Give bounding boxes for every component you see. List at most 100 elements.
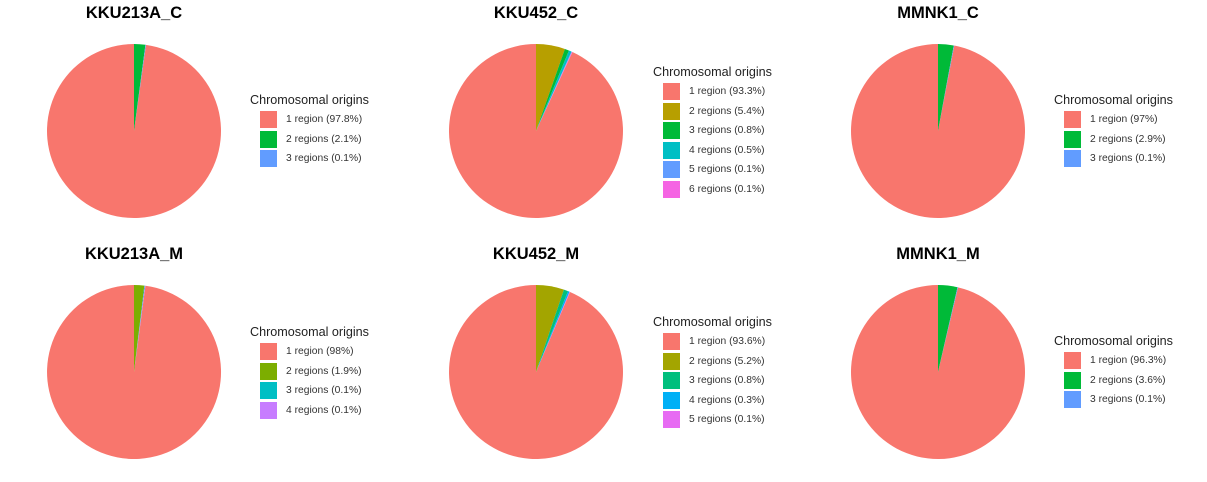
legend-swatch <box>260 401 277 419</box>
pie-panel: MMNK1_M Chromosomal origins 1 region (96.3… <box>804 241 1206 482</box>
legend-swatch <box>260 382 277 400</box>
legend-item: 1 region (98%) <box>260 342 369 362</box>
legend-item: 4 regions (0.3%) <box>663 391 772 411</box>
legend-item: 2 regions (1.9%) <box>260 362 369 382</box>
pie-panel: KKU452_M Chromosomal origins 1 region (93.… <box>402 241 804 482</box>
legend-item: 2 regions (5.2%) <box>663 352 772 372</box>
legend-swatch <box>663 141 680 159</box>
legend-label: 3 regions (0.8%) <box>689 375 765 387</box>
pie-slice-2 <box>938 44 954 131</box>
pie-slice-1 <box>448 43 623 218</box>
pie-slice-6 <box>536 51 573 131</box>
legend: Chromosomal origins 1 region (93.3%) 2 reg… <box>653 65 772 199</box>
legend-label: 4 regions (0.5%) <box>689 144 765 156</box>
legend-label: 6 regions (0.1%) <box>689 183 765 195</box>
legend-item: 5 regions (0.1%) <box>663 410 772 430</box>
pie-svg <box>448 43 623 218</box>
pie-slice-3 <box>536 289 569 372</box>
pie-svg <box>47 285 222 459</box>
legend: Chromosomal origins 1 region (96.3%) 2 reg… <box>1054 334 1173 410</box>
legend-label: 2 regions (1.9%) <box>286 365 362 377</box>
legend-item: 3 regions (0.1%) <box>1064 390 1173 410</box>
pie-slice-3 <box>134 44 146 132</box>
legend-title: Chromosomal origins <box>1054 334 1173 348</box>
legend-item: 3 regions (0.1%) <box>1064 149 1173 169</box>
legend-label: 4 regions (0.3%) <box>689 394 765 406</box>
legend-item: 2 regions (2.1%) <box>260 130 369 150</box>
legend-label: 3 regions (0.1%) <box>286 153 362 165</box>
legend-item: 3 regions (0.8%) <box>663 371 772 391</box>
legend-swatch <box>663 83 680 101</box>
pie-slice-5 <box>536 51 572 131</box>
legend-item: 1 region (97.8%) <box>260 110 369 130</box>
legend-swatch <box>663 391 680 409</box>
legend-swatch <box>1064 150 1081 168</box>
legend-item: 1 region (96.3%) <box>1064 351 1173 371</box>
pie-title: KKU213A_C <box>85 4 183 22</box>
legend-label: 5 regions (0.1%) <box>689 164 765 176</box>
legend-title: Chromosomal origins <box>250 325 369 339</box>
legend-item: 4 regions (0.5%) <box>663 141 772 161</box>
legend-item: 6 regions (0.1%) <box>663 180 772 200</box>
legend: Chromosomal origins 1 region (98%) 2 regio… <box>250 325 369 420</box>
legend-label: 1 region (93.3%) <box>689 86 766 98</box>
pie-slice-1 <box>851 44 1026 218</box>
legend: Chromosomal origins 1 region (97%) 2 regio… <box>1054 93 1173 169</box>
legend-title: Chromosomal origins <box>653 315 772 329</box>
legend-swatch <box>260 111 277 129</box>
legend-label: 1 region (96.3%) <box>1090 355 1167 367</box>
legend-swatch <box>663 333 680 351</box>
legend-label: 3 regions (0.8%) <box>689 125 765 137</box>
pie-slice-1 <box>449 285 624 459</box>
pie-slice-5 <box>536 291 571 372</box>
legend-label: 3 regions (0.1%) <box>1090 153 1166 165</box>
legend-swatch <box>260 150 277 168</box>
legend-label: 5 regions (0.1%) <box>689 414 765 426</box>
legend-item: 5 regions (0.1%) <box>663 160 772 180</box>
pie-svg <box>850 285 1025 459</box>
legend-swatch <box>1064 130 1081 148</box>
pie-title: KKU452_M <box>492 245 580 263</box>
legend-item: 4 regions (0.1%) <box>260 401 369 421</box>
legend-swatch <box>1064 352 1081 370</box>
pie-panel: MMNK1_C Chromosomal origins 1 region (97%)… <box>804 0 1206 241</box>
legend-title: Chromosomal origins <box>250 93 369 107</box>
pie-slice-2 <box>536 285 564 372</box>
pie-slice-3 <box>134 285 145 372</box>
pie-slice-1 <box>850 285 1025 459</box>
legend-swatch <box>260 130 277 148</box>
legend-label: 3 regions (0.1%) <box>286 385 362 397</box>
pie-slice-3 <box>536 48 569 131</box>
legend-title: Chromosomal origins <box>1054 93 1173 107</box>
legend-item: 3 regions (0.8%) <box>663 121 772 141</box>
legend-item: 2 regions (3.6%) <box>1064 371 1173 391</box>
pie-slice-2 <box>134 285 145 372</box>
legend-swatch <box>260 343 277 361</box>
legend-item: 2 regions (2.9%) <box>1064 130 1173 150</box>
legend-label: 2 regions (3.6%) <box>1090 374 1166 386</box>
legend-label: 2 regions (5.2%) <box>689 355 765 367</box>
pie-panel: KKU213A_C Chromosomal origins 1 region (97… <box>0 0 402 241</box>
legend-label: 1 region (97.8%) <box>286 114 363 126</box>
pie-title: MMNK1_C <box>897 4 979 22</box>
legend-label: 4 regions (0.1%) <box>286 404 362 416</box>
legend: Chromosomal origins 1 region (93.6%) 2 reg… <box>653 315 772 430</box>
pie-slice-1 <box>47 285 222 459</box>
legend-item: 1 region (97%) <box>1064 110 1173 130</box>
legend-label: 2 regions (5.4%) <box>689 105 765 117</box>
legend-swatch <box>1064 391 1081 409</box>
pie-slice-4 <box>134 285 146 372</box>
legend-swatch <box>663 372 680 390</box>
legend-swatch <box>663 352 680 370</box>
legend-label: 2 regions (2.9%) <box>1090 133 1166 145</box>
pie-slice-3 <box>938 45 955 131</box>
legend-label: 1 region (97%) <box>1090 114 1158 126</box>
pie-panel: KKU452_C Chromosomal origins 1 region (93.… <box>402 0 804 241</box>
pie-svg <box>449 285 624 459</box>
legend-label: 1 region (98%) <box>286 346 354 358</box>
pie-slice-4 <box>536 50 572 131</box>
pie-slice-2 <box>938 285 958 372</box>
legend-swatch <box>260 362 277 380</box>
pie-slice-2 <box>536 43 565 131</box>
